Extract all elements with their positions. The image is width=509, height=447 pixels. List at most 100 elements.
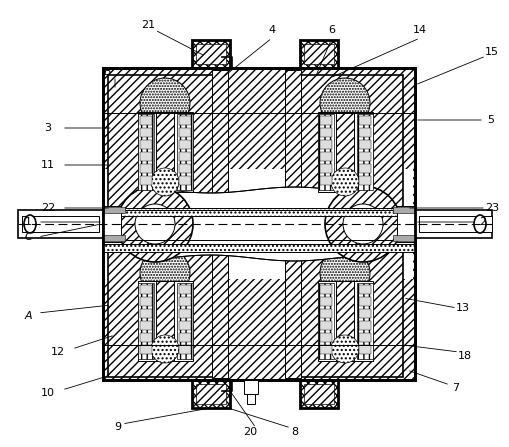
Bar	[288, 75, 402, 210]
Bar	[140, 152, 152, 161]
Bar	[179, 285, 191, 294]
Bar	[358, 321, 370, 330]
Text: D: D	[212, 392, 219, 402]
Bar	[358, 140, 370, 149]
Bar	[358, 152, 370, 161]
Bar	[138, 114, 154, 190]
Bar	[246, 394, 254, 404]
Bar	[356, 114, 372, 190]
Bar	[179, 128, 191, 137]
Bar	[299, 380, 337, 408]
Bar	[319, 128, 331, 137]
Bar	[195, 44, 225, 64]
Circle shape	[151, 168, 179, 196]
Bar	[335, 112, 353, 192]
Bar	[140, 164, 152, 173]
Bar	[179, 333, 191, 342]
Circle shape	[330, 168, 358, 196]
Bar	[285, 70, 300, 378]
Text: 21: 21	[140, 20, 155, 30]
Text: 14: 14	[412, 25, 426, 35]
Bar	[140, 140, 152, 149]
Bar	[418, 216, 491, 232]
Text: 6: 6	[328, 25, 335, 35]
Circle shape	[324, 186, 400, 262]
Text: 20: 20	[242, 427, 257, 437]
Bar	[22, 216, 99, 232]
Bar	[18, 210, 103, 238]
Bar	[103, 244, 414, 252]
Text: 8: 8	[291, 427, 298, 437]
Bar	[319, 333, 331, 342]
Bar	[243, 380, 258, 394]
Bar	[195, 384, 225, 404]
Bar	[318, 112, 372, 192]
Bar	[138, 112, 192, 192]
Text: 2: 2	[478, 217, 486, 227]
Bar	[392, 235, 414, 241]
Bar	[392, 207, 414, 213]
Bar	[103, 68, 414, 380]
Bar	[179, 176, 191, 185]
Bar	[140, 321, 152, 330]
Bar	[108, 245, 222, 377]
Bar	[358, 333, 370, 342]
Bar	[358, 176, 370, 185]
Bar	[156, 281, 174, 361]
Bar	[319, 345, 331, 354]
Bar	[179, 345, 191, 354]
Text: 13: 13	[455, 303, 469, 313]
Bar	[140, 333, 152, 342]
Ellipse shape	[473, 215, 485, 233]
Bar	[138, 283, 154, 359]
Text: 3: 3	[44, 123, 51, 133]
Bar	[179, 297, 191, 306]
Bar	[179, 116, 191, 125]
Text: 15: 15	[484, 47, 498, 57]
Bar	[140, 176, 152, 185]
Bar	[288, 245, 402, 377]
Bar	[414, 210, 491, 238]
Bar	[140, 285, 152, 294]
Bar	[103, 206, 121, 242]
Bar	[177, 114, 192, 190]
Bar	[179, 140, 191, 149]
Circle shape	[117, 186, 192, 262]
Bar	[319, 321, 331, 330]
Text: 7: 7	[451, 383, 459, 393]
Circle shape	[330, 335, 358, 363]
Circle shape	[135, 204, 175, 244]
Bar	[103, 235, 125, 241]
Bar	[179, 164, 191, 173]
Bar	[319, 285, 331, 294]
Bar	[303, 384, 333, 404]
Text: 4: 4	[268, 25, 275, 35]
Text: 23: 23	[484, 203, 498, 213]
Text: D: D	[212, 46, 219, 56]
Bar	[318, 281, 372, 361]
Text: 1: 1	[24, 217, 32, 227]
Bar	[103, 68, 414, 380]
Bar	[140, 116, 152, 125]
Bar	[140, 345, 152, 354]
Bar	[319, 140, 331, 149]
Bar	[358, 285, 370, 294]
Bar	[319, 297, 331, 306]
Bar	[335, 281, 353, 361]
Bar	[318, 283, 333, 359]
Bar	[358, 128, 370, 137]
Circle shape	[343, 204, 382, 244]
Bar	[299, 40, 337, 68]
Bar	[156, 112, 174, 192]
Bar	[140, 309, 152, 318]
Bar	[396, 206, 414, 242]
Text: 18: 18	[457, 351, 471, 361]
Bar	[319, 309, 331, 318]
Bar	[179, 152, 191, 161]
Bar	[358, 116, 370, 125]
Bar	[356, 283, 372, 359]
Bar	[105, 169, 412, 279]
Bar	[319, 176, 331, 185]
Text: 5: 5	[487, 115, 494, 125]
Bar	[303, 44, 333, 64]
